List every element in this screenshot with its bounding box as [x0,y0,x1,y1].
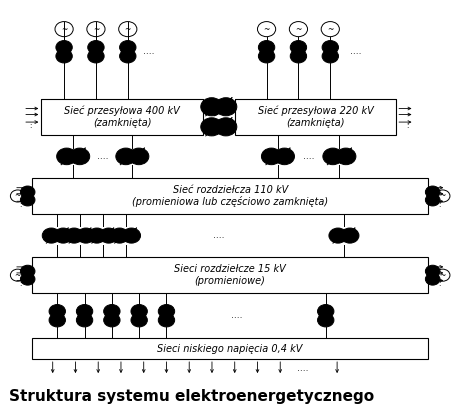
Circle shape [158,305,174,318]
Text: :: : [29,123,31,129]
Text: ~: ~ [15,191,21,200]
Circle shape [201,118,223,136]
Bar [235,99,396,135]
Circle shape [100,228,118,243]
Circle shape [131,305,147,318]
Text: ....: .... [349,47,361,56]
Text: ~: ~ [295,25,301,34]
Circle shape [20,273,35,285]
Circle shape [215,98,237,116]
Circle shape [88,41,104,54]
Circle shape [88,49,104,63]
Text: ....: .... [297,364,309,373]
Circle shape [318,313,334,327]
Circle shape [56,41,72,54]
Circle shape [258,41,275,54]
Circle shape [158,313,174,327]
Text: ~: ~ [15,271,21,279]
Text: ....: .... [97,152,109,161]
Circle shape [122,228,140,243]
Bar [32,257,428,293]
Circle shape [70,148,90,165]
Circle shape [42,228,61,243]
Text: :: : [19,281,22,287]
Text: Sieci niskiego napięcia 0,4 kV: Sieci niskiego napięcia 0,4 kV [157,344,303,354]
Text: Sieci rozdziełcze 15 kV
(promieniowe): Sieci rozdziełcze 15 kV (promieniowe) [174,264,286,286]
Circle shape [323,148,343,165]
Text: ~: ~ [327,25,334,34]
Circle shape [119,41,136,54]
Text: :: : [438,202,441,208]
Bar [41,99,203,135]
Circle shape [329,228,347,243]
Text: ....: .... [303,152,314,161]
Circle shape [49,305,65,318]
Circle shape [425,194,440,206]
Text: Sieć przesyłowa 220 kV
(zamknięta): Sieć przesyłowa 220 kV (zamknięta) [258,106,374,128]
Circle shape [318,305,334,318]
Circle shape [425,186,440,198]
Text: ....: .... [213,231,225,240]
Circle shape [290,41,307,54]
Circle shape [49,313,65,327]
Circle shape [215,118,237,136]
Circle shape [104,305,120,318]
Circle shape [77,228,95,243]
Circle shape [119,49,136,63]
Circle shape [425,273,440,285]
Circle shape [290,49,307,63]
Circle shape [76,305,93,318]
Text: :: : [406,123,409,129]
Circle shape [76,313,93,327]
Circle shape [54,228,72,243]
Circle shape [274,148,294,165]
Text: ....: .... [143,47,154,56]
Circle shape [65,228,83,243]
Circle shape [20,265,35,277]
Circle shape [322,41,338,54]
Text: ~: ~ [264,25,270,34]
Circle shape [341,228,359,243]
Text: Sieć rozdziełcza 110 kV
(promieniowa lub częściowo zamknięta): Sieć rozdziełcza 110 kV (promieniowa lub… [132,185,328,207]
Circle shape [262,148,282,165]
Text: ~: ~ [125,25,131,34]
Circle shape [201,98,223,116]
Text: Struktura systemu elektroenergetycznego: Struktura systemu elektroenergetycznego [9,389,374,404]
Circle shape [322,49,338,63]
Circle shape [20,194,35,206]
Circle shape [110,228,129,243]
Text: :: : [438,281,441,287]
Bar [32,178,428,214]
Circle shape [116,148,136,165]
Circle shape [129,148,149,165]
Circle shape [104,313,120,327]
Circle shape [56,49,72,63]
Circle shape [20,186,35,198]
Circle shape [258,49,275,63]
Circle shape [336,148,356,165]
Bar [32,339,428,359]
Text: ....: .... [231,311,243,320]
Text: ~: ~ [439,191,446,200]
Text: :: : [213,123,216,129]
Circle shape [131,313,147,327]
Text: Sieć przesyłowa 400 kV
(zamknięta): Sieć przesyłowa 400 kV (zamknięta) [64,106,180,128]
Text: ~: ~ [93,25,99,34]
Text: :: : [19,202,22,208]
Circle shape [57,148,77,165]
Circle shape [88,228,106,243]
Text: ~: ~ [61,25,67,34]
Text: ~: ~ [439,271,446,279]
Circle shape [425,265,440,277]
